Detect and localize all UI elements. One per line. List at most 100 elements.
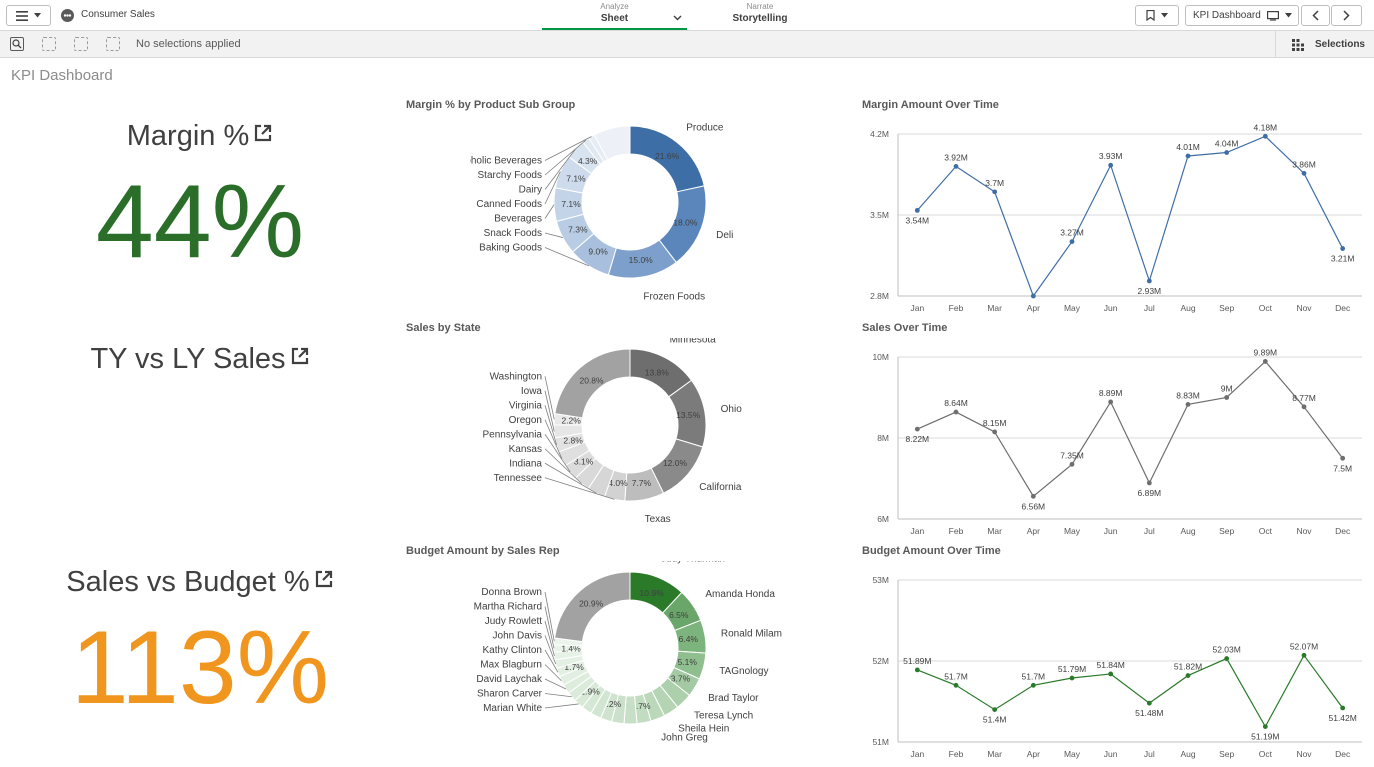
previous-sheet-button[interactable] — [1301, 5, 1330, 26]
donut-category-label: Kansas — [509, 444, 542, 455]
donut-leader-line — [544, 376, 555, 420]
data-point[interactable] — [992, 429, 998, 435]
y-tick-label: 2.8M — [870, 291, 889, 301]
clear-selections-icon[interactable] — [106, 37, 120, 51]
donut-leader-line — [544, 703, 579, 709]
data-point[interactable] — [914, 426, 920, 432]
x-tick-label: Jun — [1104, 749, 1118, 759]
data-label: 51.84M — [1096, 660, 1124, 670]
kpi-margin-title[interactable]: Margin % — [5, 120, 395, 153]
data-point[interactable] — [992, 189, 998, 195]
kpi-sales-budget-title[interactable]: Sales vs Budget % — [5, 566, 395, 599]
margin-time-line-chart[interactable]: 2.8M 3.5M 4.2M Jan Feb Mar Apr May Jun Jul Aug Sep O… — [862, 118, 1368, 316]
next-sheet-button[interactable] — [1331, 5, 1362, 26]
data-point[interactable] — [1108, 162, 1114, 168]
caret-down-icon — [1161, 13, 1168, 18]
tab-sheet[interactable]: Analyze Sheet — [542, 2, 687, 30]
data-point[interactable] — [1185, 673, 1191, 678]
selections-label: Selections — [1314, 39, 1365, 50]
donut-leader-line — [544, 247, 590, 267]
data-point[interactable] — [1262, 359, 1268, 364]
data-label: 52.07M — [1290, 641, 1318, 651]
data-point[interactable] — [914, 207, 920, 213]
data-point[interactable] — [1030, 293, 1036, 299]
chevron-down-icon[interactable] — [673, 13, 682, 23]
donut-percent-label: 20.9% — [579, 599, 604, 609]
bookmark-button[interactable] — [1135, 5, 1179, 26]
donut-leader-line — [544, 664, 562, 682]
data-point[interactable] — [1262, 724, 1268, 730]
data-point[interactable] — [1185, 401, 1191, 407]
data-point[interactable] — [1224, 656, 1230, 661]
data-label: 8.89M — [1099, 388, 1123, 398]
data-point[interactable] — [1069, 239, 1075, 245]
chart-title-sales-time: Sales Over Time — [862, 322, 948, 334]
x-tick-label: Apr — [1027, 749, 1040, 759]
data-point[interactable] — [1262, 133, 1268, 139]
data-point[interactable] — [1069, 461, 1075, 467]
external-link-icon[interactable] — [290, 346, 310, 366]
data-point[interactable] — [992, 707, 998, 712]
selection-status: No selections applied — [136, 38, 241, 50]
donut-category-label: Virginia — [509, 400, 543, 411]
donut-slice[interactable] — [554, 348, 631, 419]
data-point[interactable] — [1224, 150, 1230, 155]
data-point[interactable] — [953, 409, 959, 415]
x-tick-label: Sep — [1219, 303, 1234, 313]
budget-rep-donut-chart[interactable]: 10.9% 6.5% 6.4% 5.1% 3.7% 2.7% 2.2%1.9% 1.7% 1.4… — [470, 561, 790, 761]
donut-category-label: Donna Brown — [481, 587, 542, 598]
data-point[interactable] — [1146, 480, 1152, 486]
donut-percent-label: 9.0% — [588, 247, 608, 257]
data-point[interactable] — [914, 667, 920, 673]
donut-percent-label: 13.5% — [676, 410, 701, 420]
smart-search-icon[interactable] — [10, 37, 24, 51]
x-tick-label: Aug — [1180, 526, 1195, 536]
menu-button[interactable] — [6, 5, 51, 26]
data-label: 7.35M — [1060, 450, 1084, 460]
data-point[interactable] — [1069, 675, 1075, 681]
data-point[interactable] — [1340, 455, 1346, 461]
donut-category-label: Sharon Carver — [477, 689, 543, 700]
data-point[interactable] — [1301, 170, 1307, 176]
donut-slice[interactable] — [593, 125, 631, 161]
data-label: 3.93M — [1099, 151, 1123, 161]
y-tick-label: 6M — [877, 514, 889, 524]
data-point[interactable] — [953, 682, 959, 688]
data-point[interactable] — [1146, 278, 1152, 284]
data-point[interactable] — [1108, 399, 1114, 405]
step-back-icon[interactable] — [42, 37, 56, 51]
sheet-navigator[interactable]: KPI Dashboard — [1185, 5, 1299, 26]
data-point[interactable] — [1030, 682, 1036, 688]
budget-time-line-chart[interactable]: 51M 52M 53M Jan Feb Mar Apr May Jun Jul Aug Sep Oct N… — [862, 564, 1368, 762]
data-label: 51.82M — [1174, 662, 1202, 672]
selections-button[interactable]: Selections — [1275, 31, 1374, 58]
sales-state-donut-chart[interactable]: 13.8% 13.5% 12.0% 7.7% 4.0% 3.1% 2.8% 2.2% 20.8%… — [470, 338, 770, 538]
x-tick-label: Mar — [987, 749, 1002, 759]
data-point[interactable] — [1301, 404, 1307, 410]
donut-slice[interactable] — [554, 571, 631, 643]
donut-category-label: Brad Taylor — [708, 693, 759, 704]
external-link-icon[interactable] — [314, 569, 334, 589]
sales-time-line-chart[interactable]: 6M 8M 10M Jan Feb Mar Apr May Jun Jul Aug Sep Oct Nov… — [862, 341, 1368, 539]
donut-percent-label: 3.1% — [574, 456, 594, 466]
data-point[interactable] — [1185, 153, 1191, 159]
data-point[interactable] — [1340, 705, 1346, 711]
data-point[interactable] — [1030, 493, 1036, 499]
kpi-margin-value: 44% — [95, 164, 305, 280]
tab-storytelling[interactable]: Narrate Storytelling — [700, 2, 820, 30]
data-point[interactable] — [1224, 395, 1230, 400]
data-point[interactable] — [953, 164, 959, 169]
tab-sheet-label: Sheet — [600, 13, 629, 24]
data-point[interactable] — [1301, 652, 1307, 658]
data-point[interactable] — [1146, 700, 1152, 706]
data-point[interactable] — [1340, 246, 1346, 251]
external-link-icon[interactable] — [253, 123, 273, 143]
donut-percent-label: 3.7% — [671, 674, 691, 684]
step-forward-icon[interactable] — [74, 37, 88, 51]
margin-subgroup-donut-chart[interactable]: 21.6% 18.0% 15.0% 9.0% 7.3% 7.1% 7.1% 4.3% Produ… — [470, 115, 770, 315]
x-tick-label: Jul — [1144, 749, 1155, 759]
x-tick-label: Jun — [1104, 303, 1118, 313]
kpi-ty-ly-title[interactable]: TY vs LY Sales — [5, 343, 395, 376]
donut-category-label: Sheila Hein — [678, 724, 729, 735]
data-point[interactable] — [1108, 671, 1114, 677]
